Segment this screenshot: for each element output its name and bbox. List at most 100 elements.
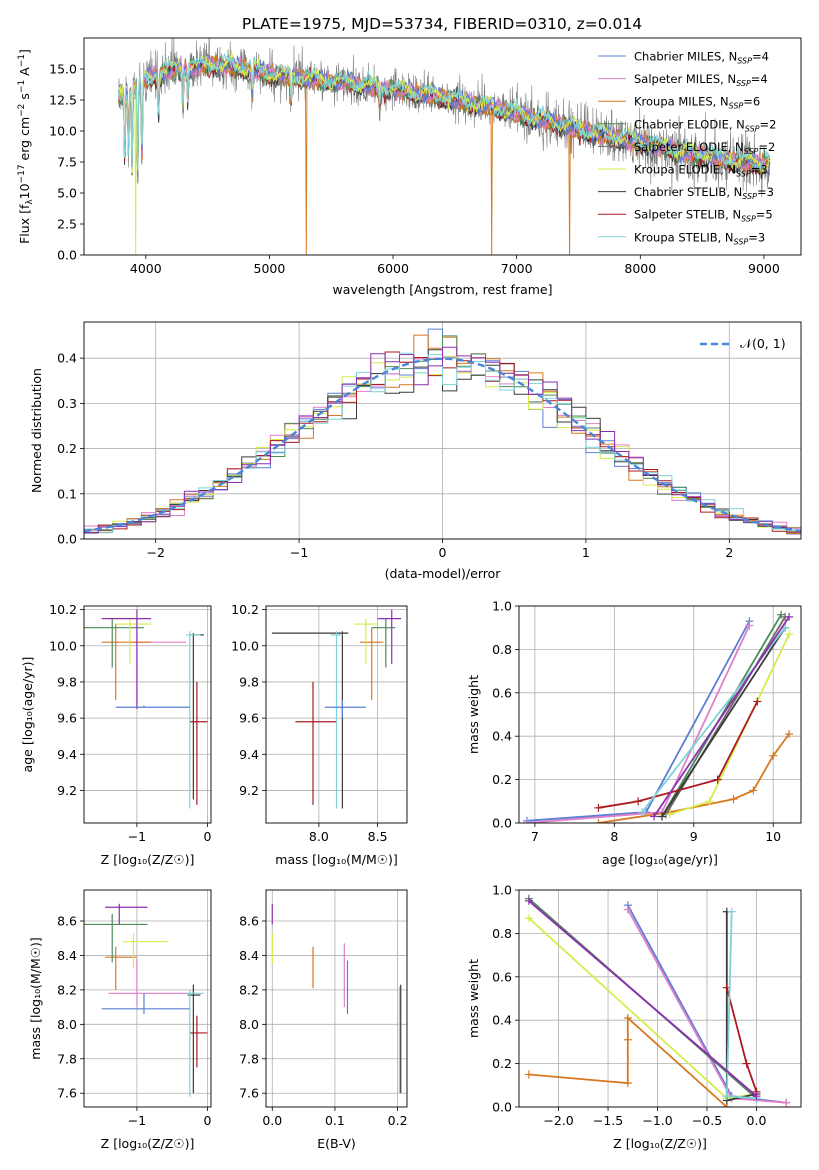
y-tick-label: 0.1	[57, 486, 77, 501]
plus-marker	[745, 621, 754, 630]
normal-curve-line	[84, 357, 801, 533]
y-tick-label: 0.6	[492, 969, 512, 984]
model-spectrum-kroupa_stelib	[118, 53, 771, 171]
y-tick-label: 0.0	[492, 1100, 512, 1115]
x-tick-label: 9000	[748, 261, 780, 276]
x-tick-label: 5000	[254, 261, 286, 276]
y-tick-label: 8.6	[57, 914, 77, 929]
y-tick-label: 9.6	[57, 711, 77, 726]
errorbar-point	[129, 618, 187, 708]
spectrum-legend: Chabrier MILES, NSSP=4 Salpeter MILES, NS…	[598, 50, 776, 246]
y-tick-label: 8.4	[239, 948, 259, 963]
series-line-kroupa_miles	[598, 733, 790, 823]
spectrum-frame	[83, 37, 802, 256]
y-tick-label: 0.8	[492, 926, 512, 941]
y-axis-label: mass weight	[466, 959, 481, 1038]
errorbar-point	[101, 624, 152, 701]
plus-marker	[785, 612, 794, 621]
legend-entry: Chabrier MILES, NSSP=4	[634, 50, 769, 66]
errorbar-point	[115, 618, 152, 664]
plus-marker	[594, 803, 603, 812]
x-tick-label: 10	[765, 829, 781, 844]
y-tick-label: 7.8	[239, 1051, 259, 1066]
y-tick-label: 8.0	[57, 1017, 77, 1032]
y-tick-label: 9.2	[57, 783, 77, 798]
legend-entry: Salpeter STELIB, NSSP=5	[634, 208, 773, 224]
x-axis-label: (data-model)/error	[385, 566, 502, 581]
x-axis-label: Z [log₁₀(Z/Z☉)]	[101, 1136, 195, 1151]
figure-title: PLATE=1975, MJD=53734, FIBERID=0310, z=0…	[242, 15, 642, 33]
x-tick-label: 0	[439, 545, 447, 560]
errorbar-point	[189, 681, 208, 805]
y-tick-label: 7.8	[57, 1051, 77, 1066]
plus-marker	[665, 810, 674, 819]
legend-entry: Salpeter ELODIE, NSSP=2	[634, 140, 775, 156]
x-tick-label: −1.5	[593, 1113, 623, 1128]
x-tick-label: 2	[725, 545, 733, 560]
y-tick-label: 9.4	[57, 747, 77, 762]
x-tick-label: −1	[128, 829, 146, 844]
series-line-salpeter_stelib	[598, 701, 759, 809]
x-tick-label: 1	[582, 545, 590, 560]
plus-marker	[705, 797, 714, 806]
mass_vs_Z-points	[84, 903, 208, 1097]
y-axis-label: mass [log₁₀(M/M☉)]	[28, 937, 43, 1059]
age_vs_mass-axes: 8.0 8.5 9.2 9.4 9.6 9.8 10.0 10.2	[231, 602, 407, 844]
plus-marker	[769, 751, 778, 760]
y-tick-label: 0.0	[492, 816, 512, 831]
y-axis-label: Normed distribution	[29, 368, 44, 493]
y-tick-label: 10.2	[49, 602, 77, 617]
mass_vs_ebv-frame	[265, 889, 408, 1108]
y-tick-label: 8.6	[239, 914, 259, 929]
massweight_vs_Z-frame	[518, 889, 802, 1108]
series-line-purple	[528, 900, 758, 1097]
errorbar-point	[354, 618, 378, 664]
mass_vs_Z-axes: −1 0 7.6 7.8 8.0 8.2 8.4 8.6	[57, 890, 211, 1128]
errorbar-point	[271, 631, 349, 809]
x-tick-label: −2.0	[543, 1113, 573, 1128]
errorbar-point	[84, 914, 148, 963]
legend-entry: Kroupa STELIB, NSSP=3	[634, 230, 765, 246]
y-tick-label: 7.6	[57, 1086, 77, 1101]
y-tick-label: 7.6	[239, 1086, 259, 1101]
y-tick-label: 5.0	[57, 186, 77, 201]
legend-entry: Salpeter MILES, NSSP=4	[634, 72, 768, 88]
age_vs_Z-axes: −1 0 9.2 9.4 9.6 9.8 10.0 10.2	[49, 602, 211, 844]
x-tick-label: −1.0	[642, 1113, 672, 1128]
age_vs_mass-frame	[265, 605, 408, 824]
residuals-axes: −2 −1 0 1 2 0.0 0.1 0.2 0.3 0.4	[57, 322, 801, 560]
plus-marker	[752, 1092, 761, 1101]
y-tick-label: 7.5	[57, 155, 77, 170]
x-tick-label: 6000	[377, 261, 409, 276]
y-tick-label: 1.0	[492, 599, 512, 614]
y-tick-label: 10.0	[49, 124, 77, 139]
errorbar-point	[84, 618, 144, 668]
plus-marker	[657, 812, 666, 821]
y-tick-label: 1.0	[492, 883, 512, 898]
mass_vs_Z-frame	[83, 889, 212, 1108]
massweight_vs_age-frame	[518, 605, 802, 824]
y-tick-label: 0.4	[492, 1013, 512, 1028]
plus-marker	[524, 914, 533, 923]
plus-marker	[623, 1035, 632, 1044]
y-tick-label: 0.4	[57, 351, 77, 366]
spectrum-axes: 4000 5000 6000 7000 8000 9000 0.0 2.5 5.0 7.5 10.0…	[49, 62, 780, 277]
y-tick-label: 0.4	[492, 729, 512, 744]
y-tick-label: 8.4	[57, 948, 77, 963]
plus-marker	[749, 786, 758, 795]
errorbar-point	[186, 989, 204, 1097]
errorbar-point	[101, 609, 152, 710]
x-tick-label: −2	[146, 545, 164, 560]
age_vs_Z-frame	[83, 605, 212, 824]
x-axis-label: E(B-V)	[317, 1136, 356, 1151]
x-axis-label: Z [log₁₀(Z/Z☉)]	[613, 1136, 707, 1151]
x-tick-label: 0.0	[262, 1113, 282, 1128]
y-tick-label: 0.8	[492, 642, 512, 657]
plus-marker	[785, 730, 794, 739]
massweight_vs_Z-series	[524, 894, 791, 1107]
plus-marker	[594, 819, 603, 823]
y-tick-label: 8.2	[57, 982, 77, 997]
y-tick-label: 0.0	[57, 248, 77, 263]
y-tick-label: 0.3	[57, 396, 77, 411]
